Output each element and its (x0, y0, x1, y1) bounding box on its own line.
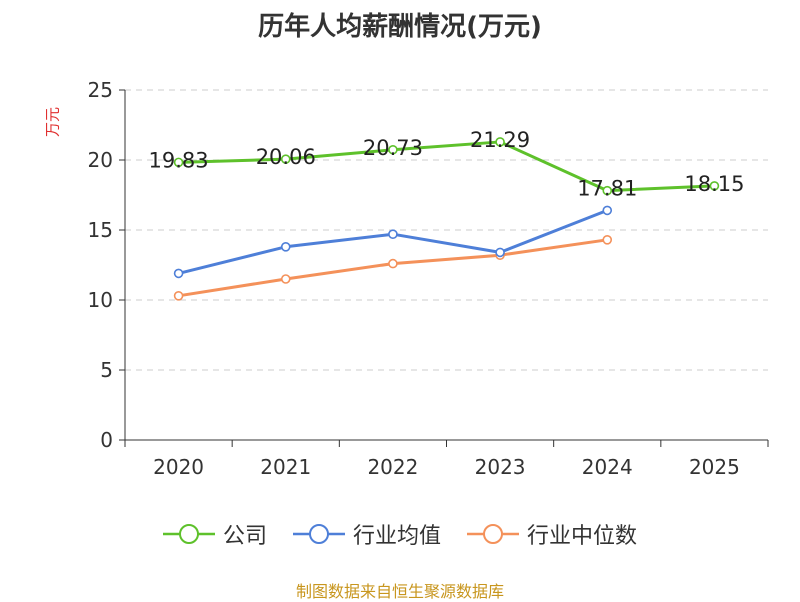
data-label: 20.06 (256, 145, 316, 169)
data-label: 17.81 (577, 177, 637, 201)
x-tick-label: 2022 (367, 455, 418, 479)
data-point (495, 137, 505, 147)
legend-label: 公司 (222, 524, 267, 549)
legend-circle (178, 524, 199, 544)
data-point (173, 290, 184, 301)
y-tick-label: 0 (100, 428, 113, 452)
legend-circle (483, 524, 503, 544)
y-tick-label: 5 (100, 358, 113, 382)
y-tick-label: 20 (88, 148, 113, 172)
x-tick-label: 2024 (582, 455, 633, 479)
data-point (280, 242, 291, 252)
x-tick-label: 2020 (153, 455, 204, 479)
x-tick-label: 2021 (260, 455, 311, 479)
legend-marker-icon (467, 524, 519, 544)
legend-item[interactable]: 公司 (162, 518, 267, 550)
data-point (173, 268, 184, 279)
data-point (388, 229, 398, 239)
legend: 公司 行业均值 行业中位数 (0, 518, 800, 550)
x-tick-label: 2025 (689, 455, 740, 479)
y-tick-label: 10 (88, 288, 113, 312)
legend-marker-icon (292, 524, 345, 544)
data-point (602, 235, 613, 245)
x-tick-label: 2023 (475, 455, 526, 479)
data-point (280, 154, 291, 164)
y-tick-label: 15 (88, 218, 113, 242)
data-point (388, 258, 398, 269)
data-point (280, 274, 291, 284)
legend-label: 行业中位数 (527, 524, 638, 549)
data-point (602, 205, 613, 216)
data-label: 20.73 (363, 136, 423, 160)
legend-item[interactable]: 行业中位数 (467, 518, 637, 550)
legend-item[interactable]: 行业均值 (292, 518, 441, 550)
series-line (178, 140, 715, 193)
data-label: 18.15 (684, 172, 744, 196)
data-point (495, 247, 505, 258)
data-point (602, 185, 613, 196)
data-point (388, 144, 398, 155)
data-label: 21.29 (470, 128, 530, 152)
series-layer (173, 137, 720, 301)
data-point (173, 157, 184, 168)
legend-label: 行业均值 (352, 524, 441, 549)
grid-layer (125, 89, 768, 371)
data-label: 19.83 (149, 148, 209, 172)
legend-circle (308, 524, 329, 544)
source-footer: 制图数据来自恒生聚源数据库 (295, 582, 504, 601)
legend-marker-icon (162, 524, 215, 544)
data-label-layer: 19.83 20.06 20.73 21.29 17.81 18.15 (149, 128, 745, 201)
chart-title: 历年人均薪酬情况(万元) (258, 12, 542, 42)
y-tick-label: 25 (88, 78, 113, 102)
data-point (709, 181, 720, 191)
